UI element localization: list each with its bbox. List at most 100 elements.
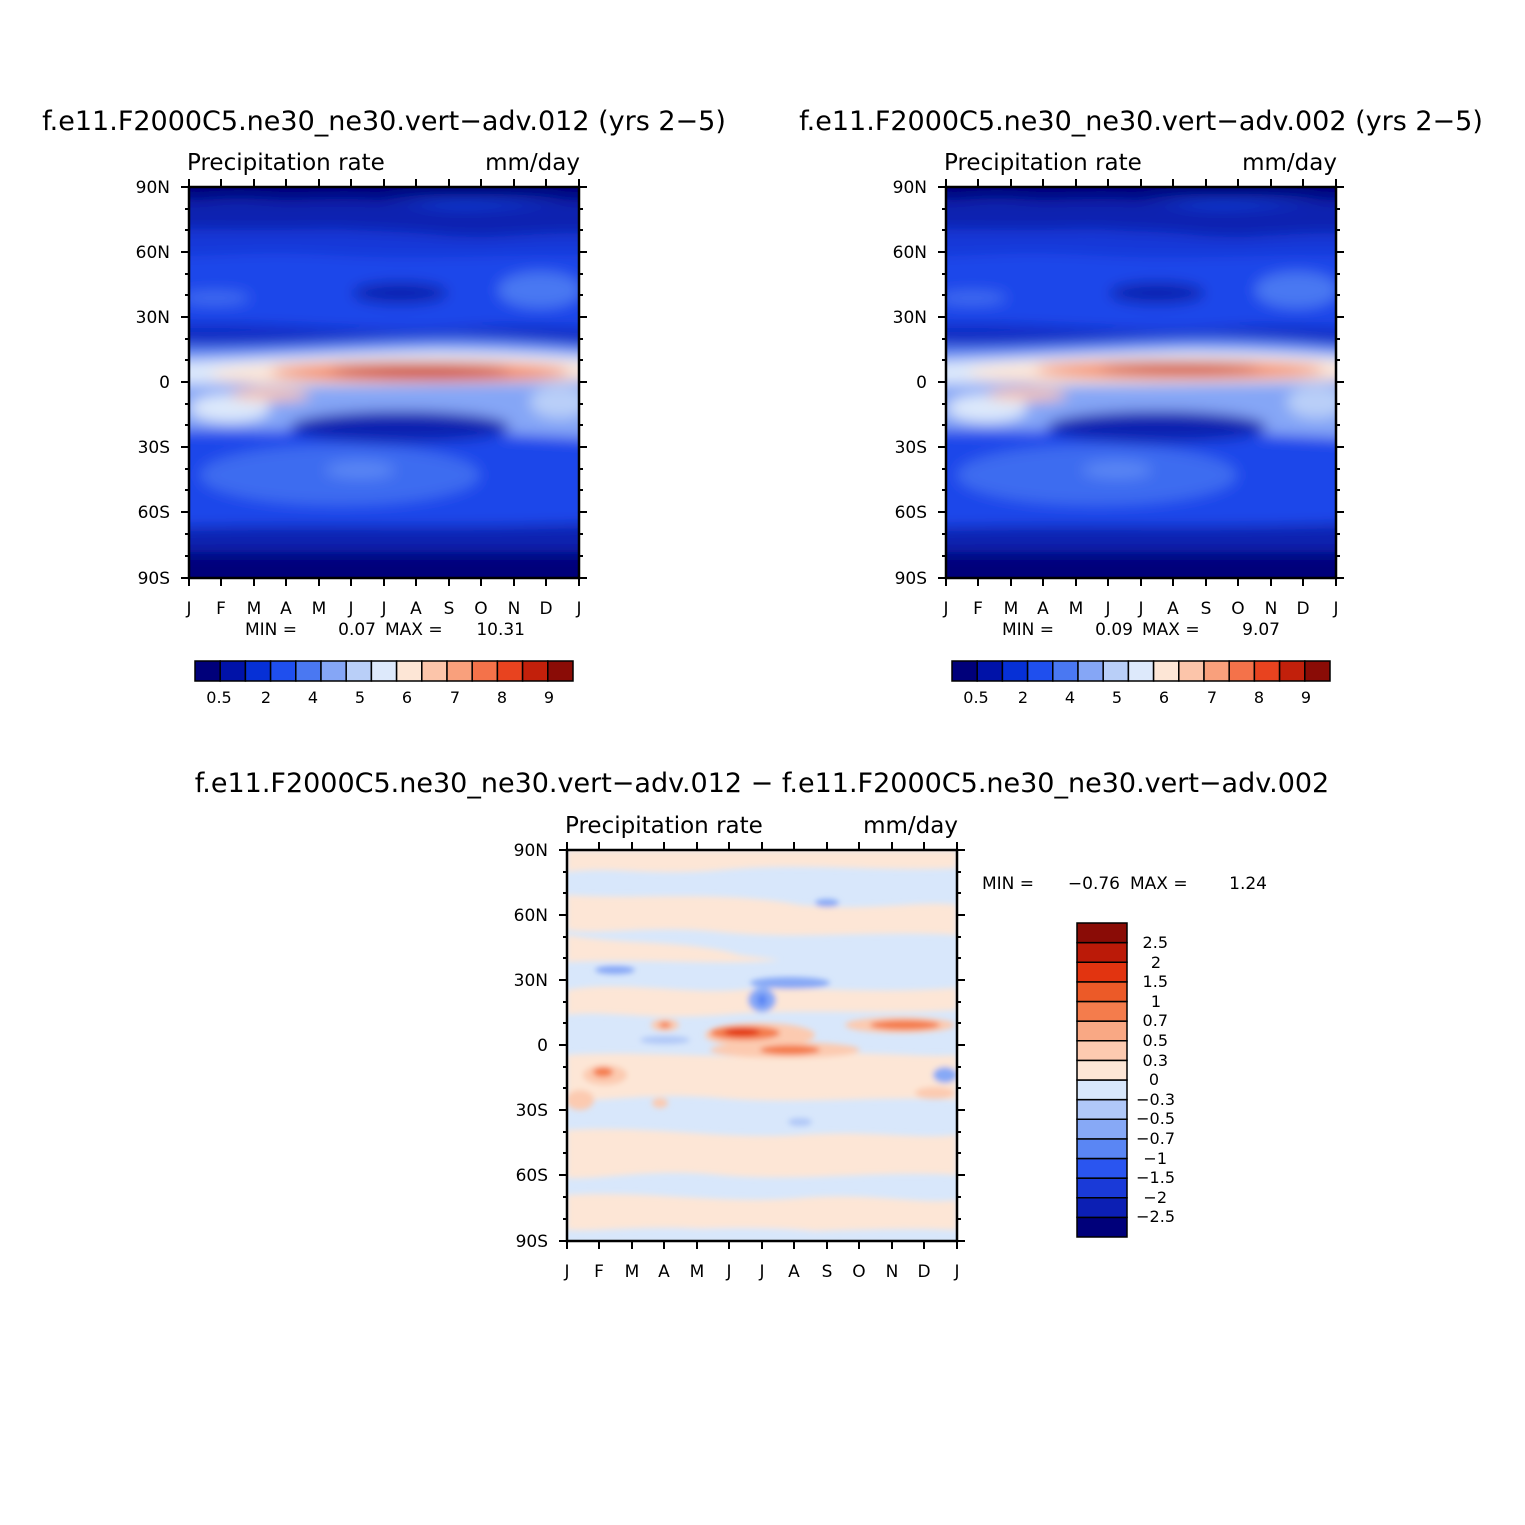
y-tick-label: 90S [516,1232,548,1252]
colorbar-label: 0.7 [1143,1011,1168,1030]
y-tick-label: 30S [895,438,927,458]
colorbar-swatch [1026,660,1054,682]
panel-1-y-ticklabels: 90N 60N 30N 0 30S 60S 90S [136,178,170,589]
x-tick-label: D [1296,599,1309,619]
x-tick-label: N [1265,599,1278,619]
colorbar-swatch [1304,660,1331,682]
colorbar-label: 5 [1112,688,1122,707]
colorbar-swatch [1076,922,1128,944]
panel-2: f.e11.F2000C5.ne30_ne30.vert−adv.002 (yr… [799,106,1483,707]
x-tick-label: J [725,1262,731,1282]
x-tick-label: A [280,599,292,619]
colorbar-swatch [219,660,247,682]
colorbar-swatch [320,660,347,682]
panel-3-stats: MIN = −0.76 MAX = 1.24 [982,874,1267,894]
x-tick-label: J [758,1262,764,1282]
colorbar-label: 9 [1301,688,1311,707]
x-tick-label: O [1231,599,1244,619]
colorbar-label: 1 [1151,992,1161,1011]
colorbar-swatch [1077,660,1104,682]
colorbar-swatch [395,660,423,682]
x-tick-label: J [563,1262,569,1282]
panel-3-colorbar [1076,922,1128,1238]
colorbar-swatch [951,660,978,682]
panel-3-colorbar-labels: 2.5 2 1.5 1 0.7 0.5 0.3 0 −0.3 −0.5 −0.7… [1136,933,1175,1226]
x-tick-label: A [788,1262,800,1282]
x-tick-label: J [942,599,948,619]
panel-3-title: f.e11.F2000C5.ne30_ne30.vert−adv.012 − f… [195,768,1330,799]
panel-1-stats: MIN = 0.07 MAX = 10.31 [245,620,525,640]
x-tick-label: M [1004,599,1019,619]
y-tick-label: 0 [916,373,927,393]
panel-1-colorbar-labels: 0.5 2 4 5 6 7 8 9 [206,688,554,707]
colorbar-swatch [1076,1197,1128,1219]
panel-2-field [946,187,1336,578]
x-tick-label: J [185,599,191,619]
colorbar-swatch [421,660,448,682]
panel-3-y-ticklabels: 90N 60N 30N 0 30S 60S 90S [514,841,548,1252]
min-value: 0.09 [1095,620,1133,640]
colorbar-label: 4 [1065,688,1075,707]
min-value: −0.76 [1068,874,1120,894]
colorbar-label: −0.7 [1136,1129,1175,1148]
max-label: MAX = [1142,620,1200,640]
y-tick-label: 60N [893,243,927,263]
x-tick-label: J [347,599,353,619]
y-tick-label: 60N [136,243,170,263]
colorbar-swatch [1076,1098,1128,1120]
y-tick-label: 90N [136,178,170,198]
panel-3: f.e11.F2000C5.ne30_ne30.vert−adv.012 − f… [195,768,1330,1282]
colorbar-swatch [295,660,322,682]
y-tick-label: 30S [138,438,170,458]
panel-2-stats: MIN = 0.09 MAX = 9.07 [1002,620,1280,640]
colorbar-swatch [1076,1177,1128,1199]
colorbar-swatch [1228,660,1256,682]
y-tick-label: 60N [514,906,548,926]
colorbar-swatch [1253,660,1281,682]
colorbar-label: 2.5 [1143,933,1168,952]
colorbar-swatch [1076,961,1128,983]
colorbar-swatch [1076,941,1128,963]
panel-2-ticks [938,179,1344,586]
min-value: 0.07 [338,620,376,640]
max-value: 1.24 [1229,874,1267,894]
colorbar-swatch [1152,660,1180,682]
panel-2-y-ticklabels: 90N 60N 30N 0 30S 60S 90S [893,178,927,589]
colorbar-swatch [1076,1118,1128,1140]
panel-2-colorbar-labels: 0.5 2 4 5 6 7 8 9 [963,688,1311,707]
panel-1-field [189,187,579,578]
colorbar-label: −2 [1143,1188,1167,1207]
y-tick-label: 30N [893,308,927,328]
x-tick-label: F [594,1262,604,1282]
x-tick-label: M [247,599,262,619]
panel-2-title: f.e11.F2000C5.ne30_ne30.vert−adv.002 (yr… [799,106,1483,137]
colorbar-swatch [370,660,398,682]
x-tick-label: F [973,599,983,619]
colorbar-label: 4 [308,688,318,707]
x-tick-label: F [216,599,226,619]
y-tick-label: 0 [159,373,170,393]
min-label: MIN = [1002,620,1054,640]
x-tick-label: N [886,1262,899,1282]
x-tick-label: J [1137,599,1143,619]
y-tick-label: 60S [138,503,170,523]
x-tick-label: M [1069,599,1084,619]
colorbar-label: −1 [1143,1149,1167,1168]
x-tick-label: A [1167,599,1179,619]
colorbar-label: −0.3 [1136,1090,1175,1109]
colorbar-swatch [471,660,499,682]
colorbar-label: −2.5 [1136,1207,1175,1226]
colorbar-swatch [1076,1079,1128,1101]
colorbar-swatch [1076,1138,1128,1160]
max-label: MAX = [1130,874,1188,894]
x-tick-label: J [575,599,581,619]
colorbar-swatch [1076,981,1128,1003]
colorbar-swatch [1127,660,1155,682]
x-tick-label: N [508,599,521,619]
colorbar-label: 8 [1254,688,1264,707]
colorbar-swatch [446,660,473,682]
panel-1: f.e11.F2000C5.ne30_ne30.vert−adv.012 (yr… [42,106,726,707]
panel-2-subtitle-left: Precipitation rate [944,150,1142,176]
x-tick-label: S [822,1262,833,1282]
